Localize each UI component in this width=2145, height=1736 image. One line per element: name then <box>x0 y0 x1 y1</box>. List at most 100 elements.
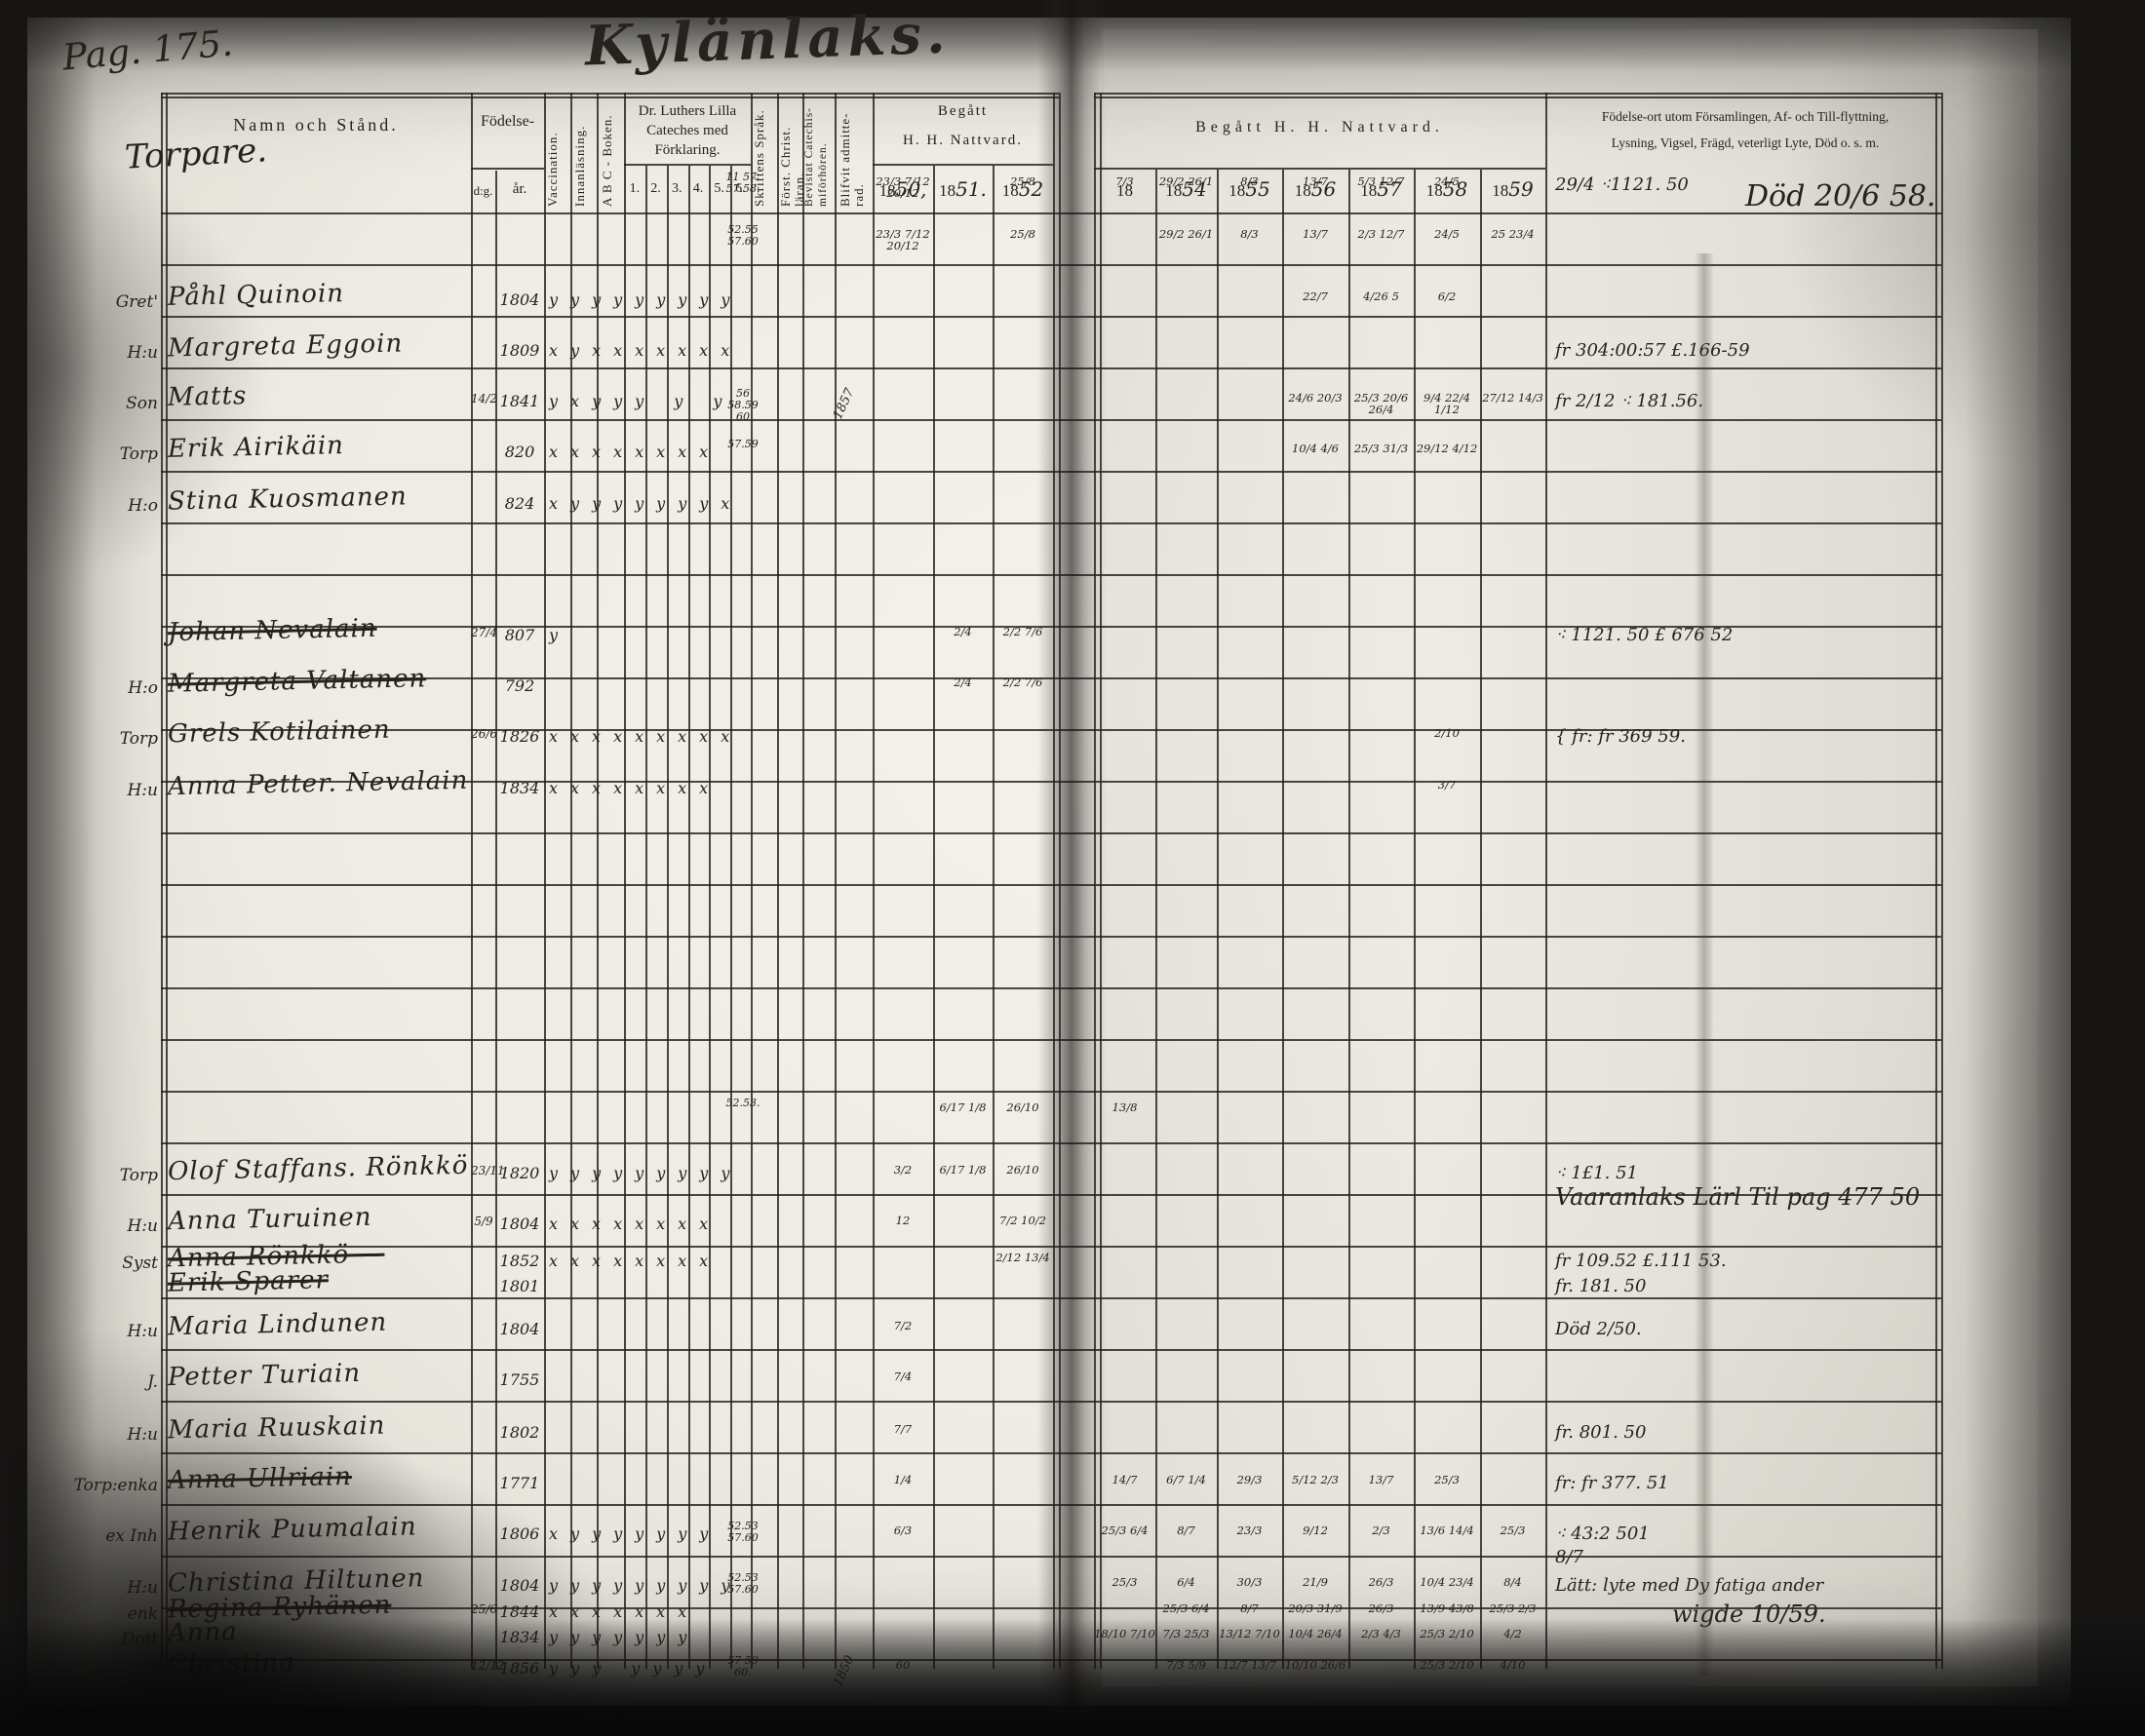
margin-note: H:u <box>127 1322 158 1341</box>
communion-entry: 25/3 31/3 <box>1353 442 1409 455</box>
communion-entry: 25/3 20/6 26/4 <box>1353 391 1409 416</box>
grid-line <box>161 316 1941 318</box>
communion-entry: 21/9 <box>1303 1575 1328 1589</box>
birth-year: 1802 <box>499 1423 540 1442</box>
year-column-label: 1855 <box>1217 177 1282 201</box>
communion-entry: 1/4 <box>893 1473 913 1486</box>
annotation: Död 20/6 58. <box>1745 179 1936 213</box>
communion-entry: 25/3 <box>1112 1575 1138 1589</box>
annotation: wigde 10/59. <box>1672 1601 1826 1628</box>
communion-entry: 8/7 <box>1177 1524 1195 1537</box>
margin-note: Torp <box>119 1166 158 1185</box>
communion-entry: 13/6 14/4 <box>1420 1524 1474 1537</box>
birth-day: 14/2 <box>471 392 497 405</box>
communion-entry: 7/3 <box>1115 174 1134 188</box>
grid-line <box>161 419 1941 421</box>
communion-entry: 29/12 4/12 <box>1416 442 1478 455</box>
margin-note: Syst <box>122 1254 158 1273</box>
communion-entry: 10/4 23/4 <box>1420 1575 1474 1589</box>
birth-year: 1804 <box>499 1215 540 1233</box>
grid-line <box>161 471 1941 473</box>
year-handwritten-digits: 59 <box>1508 177 1534 201</box>
communion-entry: 20/3 31/9 <box>1288 1601 1343 1615</box>
grid-line <box>570 93 572 1669</box>
communion-entry: 25/3 2/10 <box>1420 1658 1474 1672</box>
grid-line <box>802 93 804 1669</box>
catechism-note: 56 58.59 60 <box>727 387 759 423</box>
margin-note: enk <box>127 1604 158 1624</box>
year-handwritten-digits: 57 <box>1377 177 1402 201</box>
margin-note: J. <box>147 1372 158 1392</box>
year-prefix: 18 <box>878 181 896 200</box>
grid-line <box>873 164 1053 166</box>
margin-note: St <box>139 1661 158 1680</box>
year-prefix: 18 <box>1425 181 1443 200</box>
grid-line <box>161 987 1941 989</box>
grid-line <box>161 1349 1941 1351</box>
grid-line <box>1545 93 1547 1669</box>
grid-line <box>709 166 711 1669</box>
entry-name: Anna Turuinen <box>167 1202 372 1237</box>
reading-marks: xyyyyyyyx <box>549 494 743 513</box>
grid-line <box>161 212 1941 214</box>
birth-year: 1841 <box>499 392 540 410</box>
communion-entry: 60 <box>895 1658 911 1672</box>
year-handwritten-digits: 58 <box>1442 177 1468 201</box>
communion-entry: 2/2 7/6 <box>1002 625 1043 638</box>
communion-entry: 8/4 <box>1503 1575 1522 1589</box>
communion-entry: 14/7 <box>1112 1473 1138 1486</box>
margin-note: Dott <box>121 1630 158 1649</box>
communion-entry: 2/10 <box>1434 726 1460 740</box>
birth-day: 25/6 <box>471 1602 497 1616</box>
grid-line <box>161 832 1941 834</box>
reading-marks: yxyyy y y <box>549 392 735 410</box>
year-handwritten-digits: 55 <box>1245 177 1270 201</box>
birth-year: 1804 <box>499 1576 540 1595</box>
grid-line <box>730 166 732 1669</box>
entry-name: Grels Kotilainen <box>167 714 391 750</box>
catechism-part-number: 1. <box>629 181 641 196</box>
communion-entry: 24/5 <box>1434 227 1460 241</box>
grid-line <box>1094 96 1941 98</box>
annotation: ⁖ 1£1. 51 <box>1555 1163 1638 1183</box>
year-column-label: 18 <box>1094 177 1155 201</box>
catechism-part-number: 5. <box>714 181 724 196</box>
communion-entry: 10/10 26/6 <box>1284 1658 1346 1672</box>
communion-entry: 25/3 <box>1434 1473 1460 1486</box>
communion-entry: 2/3 4/3 <box>1361 1627 1401 1640</box>
header-luthers-cateches: Dr. Luthers Lilla Cateches med Förklarin… <box>638 103 737 158</box>
annotation: fr: fr 377. 51 <box>1555 1473 1669 1493</box>
communion-entry: 25/3 2/10 <box>1420 1627 1474 1640</box>
communion-entry: 2/3 12/7 <box>1357 227 1405 241</box>
communion-entry: 22/7 <box>1303 289 1328 303</box>
grid-line <box>993 166 994 1669</box>
grid-line <box>495 171 497 1669</box>
birth-year: 1804 <box>499 290 540 309</box>
annotation: Död 2/50. <box>1555 1319 1642 1339</box>
margin-note: Torp <box>119 729 158 749</box>
header-namn-och-stand: Namn och Stånd. <box>233 115 399 135</box>
communion-entry: 7/3 25/3 <box>1162 1627 1210 1640</box>
reading-marks: xxxxxxx <box>549 1602 735 1621</box>
communion-entry: 25/8 <box>1010 227 1035 241</box>
grid-line <box>161 93 163 1669</box>
grid-line <box>1053 93 1055 1669</box>
communion-entry: 29/3 <box>1236 1473 1263 1486</box>
header-birth-day: d:g. <box>473 183 493 198</box>
margin-note: H:u <box>127 1578 158 1598</box>
village-group-label: Torpare. <box>124 131 268 177</box>
birth-year: 1834 <box>499 1628 540 1646</box>
margin-note: H:o <box>128 678 158 698</box>
communion-entry: 12 <box>895 1214 911 1227</box>
margin-note: H:u <box>127 1216 158 1236</box>
catechism-part-number: 6. <box>735 181 746 196</box>
communion-entry: 8/3 <box>1240 227 1259 241</box>
reading-marks: yyy yyyy <box>549 1659 735 1678</box>
annotation: fr 109.52 £.111 53. <box>1555 1251 1727 1271</box>
communion-entry: 13/12 7/10 <box>1219 1627 1280 1640</box>
header-vaccination: Vaccination. <box>545 132 560 207</box>
grid-line <box>161 884 1941 886</box>
communion-entry: 7/7 <box>893 1422 913 1436</box>
birth-year: 820 <box>504 443 535 461</box>
